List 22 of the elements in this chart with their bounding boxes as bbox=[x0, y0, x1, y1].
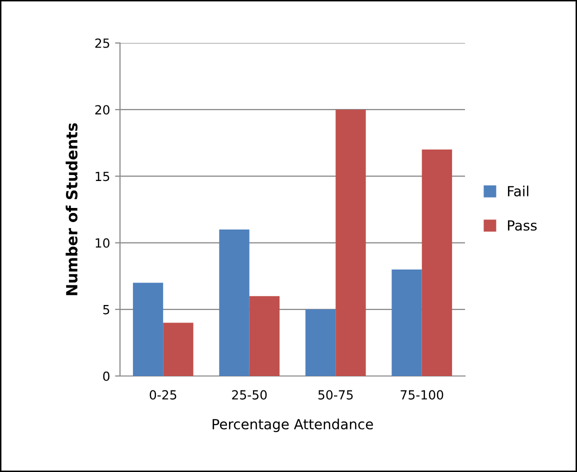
x-tick-label: 75-100 bbox=[400, 390, 444, 400]
bar bbox=[422, 150, 452, 376]
y-tick-label: 0 bbox=[103, 371, 110, 381]
bar bbox=[305, 309, 336, 376]
x-axis-title: Percentage Attendance bbox=[212, 418, 373, 432]
bar bbox=[249, 296, 280, 376]
x-tick-label: 25-50 bbox=[232, 390, 267, 400]
x-tick-label: 50-75 bbox=[318, 390, 353, 400]
y-tick-label: 20 bbox=[95, 105, 110, 115]
bar bbox=[219, 229, 250, 376]
legend-label: Fail bbox=[508, 186, 528, 196]
bar bbox=[132, 282, 164, 376]
bar bbox=[336, 110, 366, 376]
y-tick-label: 25 bbox=[95, 38, 110, 48]
y-tick-label: 10 bbox=[96, 238, 110, 248]
y-axis-title: Number of Students bbox=[66, 123, 78, 296]
x-tick-label: 0-25 bbox=[150, 390, 176, 400]
bar bbox=[392, 269, 422, 376]
y-tick-label: 15 bbox=[96, 172, 110, 182]
legend-label: Pass bbox=[508, 220, 537, 231]
y-tick-label: 5 bbox=[103, 305, 110, 314]
bar bbox=[163, 322, 194, 376]
